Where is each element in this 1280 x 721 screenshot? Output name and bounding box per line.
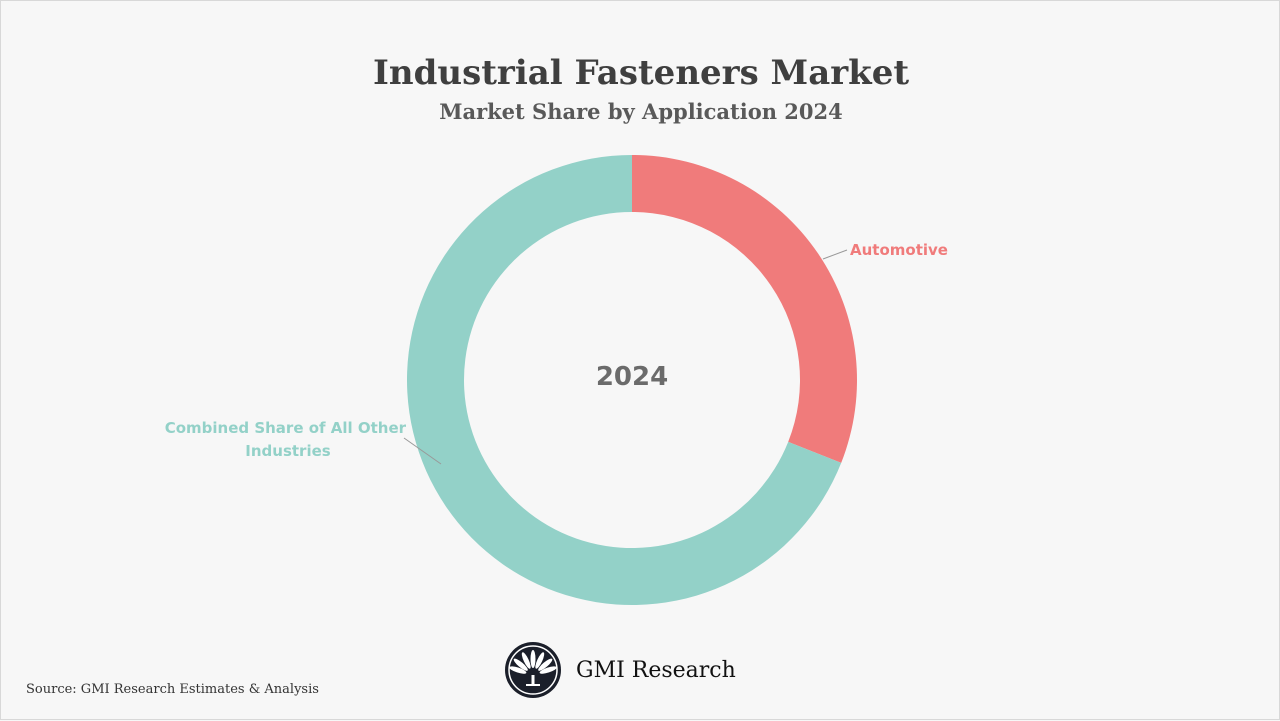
label-others: Combined Share of All Other Industries xyxy=(165,419,412,460)
label-automotive: Automotive xyxy=(850,241,948,259)
donut-slice-automotive xyxy=(632,155,858,463)
chart-title: Industrial Fasteners Market xyxy=(372,53,910,93)
gmi-logo: GMI Research xyxy=(504,641,736,699)
source-note: Source: GMI Research Estimates & Analysi… xyxy=(26,682,319,697)
automotive-leader-line xyxy=(822,249,848,260)
chart-subtitle: Market Share by Application 2024 xyxy=(439,99,843,124)
label-others-line2: Industries xyxy=(245,442,330,460)
logo-text: GMI Research xyxy=(576,657,736,683)
center-label: 2024 xyxy=(596,362,668,392)
label-others-line1: Combined Share of All Other xyxy=(165,419,407,437)
others-leader-line xyxy=(403,437,442,465)
gmi-fan-logo-icon xyxy=(505,642,561,698)
